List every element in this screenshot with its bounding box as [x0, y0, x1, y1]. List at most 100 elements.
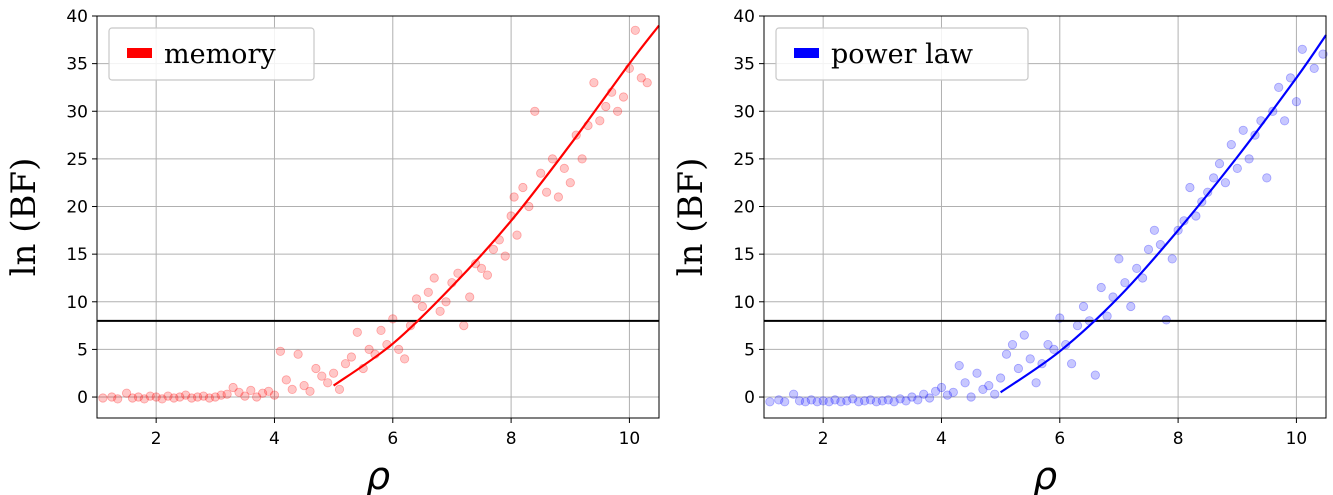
y-tick-label: 10: [733, 293, 755, 313]
x-axis-label: ρ: [366, 454, 390, 495]
data-point: [1031, 378, 1041, 388]
data-point: [1244, 154, 1254, 164]
x-tick-label: 2: [818, 429, 829, 449]
data-point: [883, 395, 893, 405]
data-point: [1167, 254, 1177, 264]
power-law-panel: 2 4 6 8 10 0 5 10 15 20 25 30 35 40 power law ρ ln (BF): [671, 7, 1328, 495]
data-point: [1179, 216, 1189, 226]
data-point: [388, 314, 398, 324]
legend-box: [108, 27, 315, 81]
data-point: [305, 386, 315, 396]
x-tick-label: 8: [506, 429, 517, 449]
data-point: [1309, 63, 1319, 74]
data-point: [530, 106, 540, 116]
data-point: [346, 352, 356, 362]
data-point: [340, 359, 351, 369]
data-point: [984, 380, 994, 391]
data-point: [518, 182, 528, 193]
data-point: [1214, 159, 1225, 169]
data-point: [972, 368, 982, 378]
data-point: [919, 389, 929, 399]
data-point: [417, 301, 427, 312]
data-point: [376, 325, 386, 335]
data-point: [1280, 116, 1290, 126]
data-point: [311, 363, 321, 374]
data-point: [181, 390, 191, 400]
data-point: [995, 373, 1006, 383]
data-point: [323, 378, 333, 388]
data-point: [877, 396, 887, 406]
data-point: [960, 378, 970, 388]
data-point: [275, 346, 285, 356]
data-point: [930, 386, 941, 396]
data-point: [780, 397, 790, 407]
data-point: [193, 392, 203, 402]
data-point: [317, 371, 327, 381]
data-point: [536, 168, 546, 178]
x-tick-label: 10: [619, 429, 641, 449]
y-tick-label: 15: [733, 245, 755, 265]
data-point: [559, 163, 569, 173]
data-point: [1072, 320, 1083, 331]
data-point: [942, 390, 953, 400]
fit-curve: [332, 24, 660, 387]
data-point: [774, 395, 784, 405]
data-point: [1067, 359, 1077, 369]
data-point: [1143, 244, 1154, 254]
y-tick-label: 25: [733, 150, 755, 170]
data-point: [1285, 73, 1296, 83]
data-point: [541, 187, 552, 197]
y-tick-label: 35: [733, 55, 755, 75]
legend-box: [775, 27, 1029, 81]
data-point: [565, 178, 575, 188]
data-point: [1138, 273, 1148, 283]
data-point: [854, 397, 864, 407]
data-point: [630, 25, 640, 35]
x-axis-label: ρ: [1033, 454, 1057, 495]
x-tick-label: 6: [1054, 429, 1065, 449]
data-point: [547, 154, 558, 164]
data-point: [642, 78, 652, 88]
data-point: [895, 394, 905, 404]
legend-label: power law: [831, 39, 973, 70]
data-point: [1120, 278, 1130, 288]
data-point: [871, 397, 882, 407]
data-point: [394, 344, 404, 354]
y-tick-label: 10: [66, 293, 88, 313]
y-tick-label: 20: [66, 198, 88, 218]
y-tick-label: 40: [66, 7, 88, 27]
data-point: [1297, 44, 1307, 54]
data-point: [859, 396, 870, 406]
x-tick-label: 4: [269, 429, 280, 449]
data-point: [293, 349, 303, 359]
y-tick-label: 0: [744, 388, 755, 408]
data-point: [865, 395, 876, 405]
data-point: [589, 78, 599, 88]
x-tick-label: 10: [1286, 429, 1308, 449]
data-point: [1132, 263, 1142, 273]
axes-frame: [96, 15, 660, 419]
data-point: [1114, 254, 1124, 264]
data-point: [848, 394, 858, 404]
data-point: [1025, 354, 1035, 364]
data-point: [364, 344, 374, 354]
y-tick-label: 40: [733, 7, 755, 27]
data-point: [1078, 301, 1089, 312]
data-point: [1191, 211, 1201, 221]
data-point: [133, 392, 143, 402]
data-point: [122, 388, 132, 398]
axes-frame: [763, 15, 1327, 419]
data-point: [465, 292, 475, 302]
data-point: [222, 389, 232, 399]
data-point: [500, 251, 510, 261]
data-point: [257, 388, 268, 398]
data-point: [924, 393, 935, 403]
x-tick-label: 8: [1173, 429, 1184, 449]
y-axis-label: ln (BF): [4, 158, 44, 277]
data-point: [98, 393, 108, 403]
data-point: [1238, 125, 1248, 135]
data-point: [966, 392, 976, 402]
data-point: [978, 384, 988, 394]
data-point: [512, 230, 522, 240]
data-point: [334, 384, 345, 394]
